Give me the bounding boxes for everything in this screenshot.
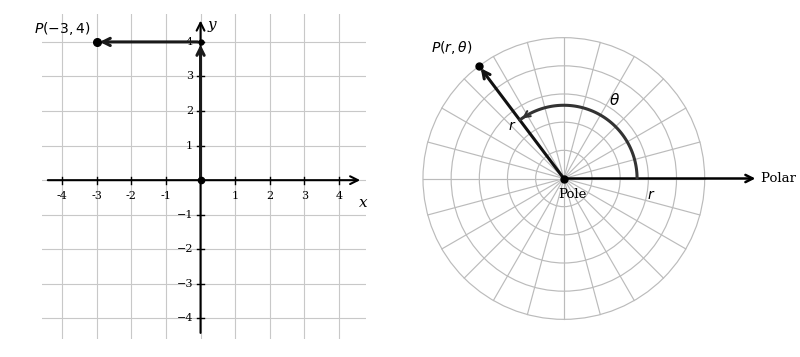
- Text: 1: 1: [186, 141, 193, 151]
- Text: Polar Axis: Polar Axis: [761, 172, 800, 185]
- Text: 3: 3: [301, 191, 308, 201]
- Text: x: x: [358, 196, 367, 210]
- Text: $P(r,\theta)$: $P(r,\theta)$: [430, 39, 472, 56]
- Text: 2: 2: [266, 191, 274, 201]
- Text: 2: 2: [186, 106, 193, 116]
- Text: 4: 4: [186, 37, 193, 47]
- Text: −3: −3: [177, 279, 193, 289]
- Text: -4: -4: [57, 191, 68, 201]
- Text: 4: 4: [335, 191, 342, 201]
- Text: $\theta$: $\theta$: [609, 92, 620, 109]
- Text: -1: -1: [161, 191, 171, 201]
- Text: Pole: Pole: [558, 188, 586, 201]
- Text: −1: −1: [177, 210, 193, 220]
- Text: $r$: $r$: [647, 188, 655, 202]
- Text: 1: 1: [231, 191, 238, 201]
- Text: -3: -3: [91, 191, 102, 201]
- Text: $P(-3,4)$: $P(-3,4)$: [34, 20, 90, 37]
- Text: y: y: [207, 18, 216, 32]
- Text: $r$: $r$: [508, 119, 516, 133]
- Text: −4: −4: [177, 313, 193, 323]
- Text: 3: 3: [186, 71, 193, 81]
- Text: −2: −2: [177, 244, 193, 254]
- Text: -2: -2: [126, 191, 137, 201]
